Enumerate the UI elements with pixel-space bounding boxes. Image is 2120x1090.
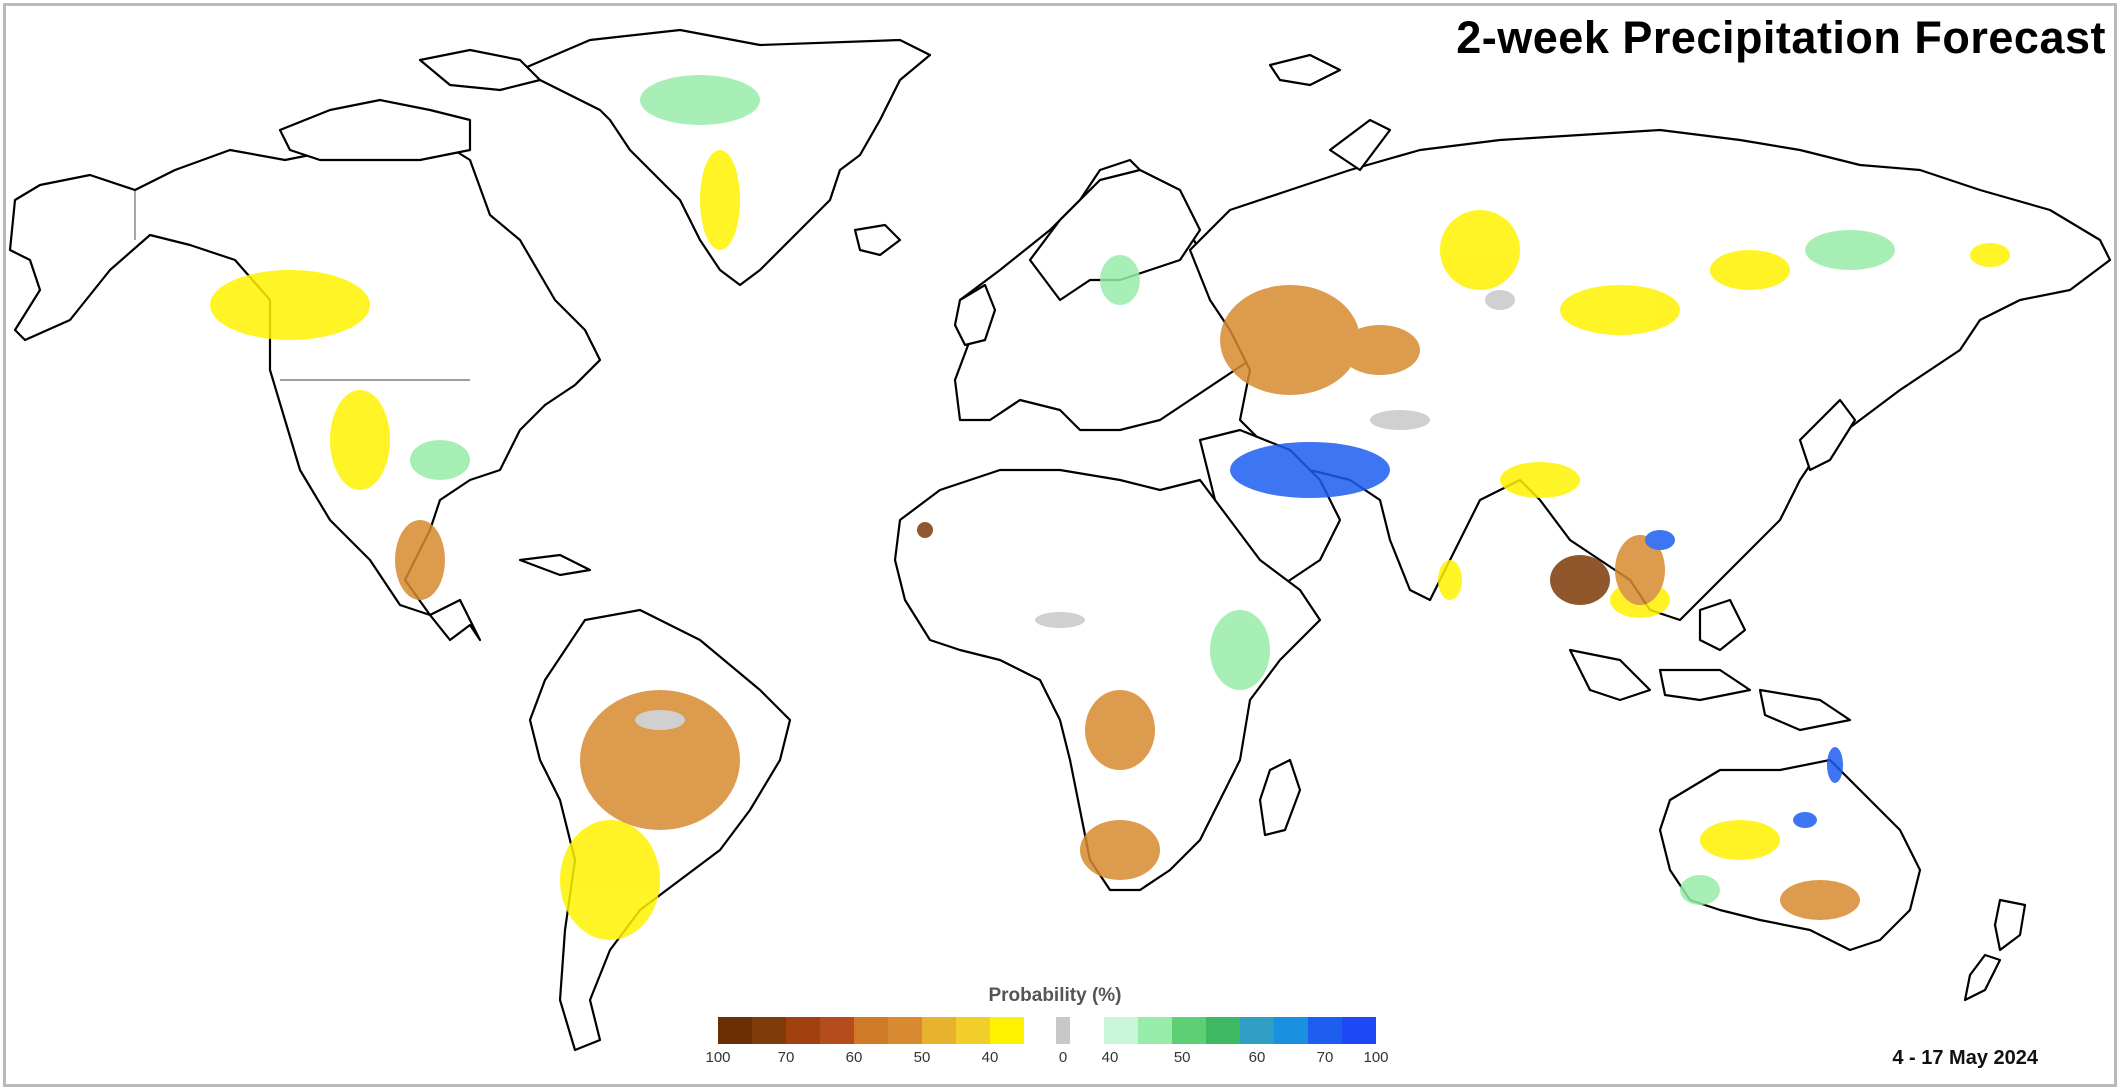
- land-africa: [893, 468, 1322, 892]
- map-title: 2-week Precipitation Forecast: [1456, 12, 2106, 63]
- legend-tick-label: 60: [845, 1049, 863, 1066]
- legend-tick-label: 50: [1173, 1049, 1191, 1066]
- legend-swatch-dry: [956, 1017, 990, 1044]
- land-arctic-islands: [278, 98, 472, 162]
- legend-swatch-wet: [1308, 1017, 1342, 1044]
- legend-tick-label: 100: [1363, 1049, 1389, 1066]
- legend-title: Probability (%): [988, 985, 1122, 1006]
- legend-swatch-wet: [1172, 1017, 1206, 1044]
- legend-swatch-wet: [1240, 1017, 1274, 1044]
- legend-swatch-wet: [1104, 1017, 1138, 1044]
- legend-tick-label: 100: [705, 1049, 731, 1066]
- legend-tick-label: 70: [1316, 1049, 1334, 1066]
- forecast-shading: [210, 75, 2010, 940]
- date-range: 4 - 17 May 2024: [1892, 1047, 2038, 1069]
- legend-tick-label: 40: [981, 1049, 999, 1066]
- legend-tick-label: 70: [777, 1049, 795, 1066]
- land-north-america: [8, 133, 602, 642]
- legend-swatch-wet: [1206, 1017, 1240, 1044]
- legend-swatch-wet: [1138, 1017, 1172, 1044]
- legend-swatch-dry: [922, 1017, 956, 1044]
- legend-swatch-dry: [820, 1017, 854, 1044]
- legend-swatch-dry: [854, 1017, 888, 1044]
- land-australia: [1658, 758, 1922, 952]
- legend-swatch-dry: [786, 1017, 820, 1044]
- legend-swatch-dry: [718, 1017, 752, 1044]
- legend-tick-label: 40: [1101, 1049, 1119, 1066]
- legend-tick-label: 50: [913, 1049, 931, 1066]
- legend-swatch-wet: [1342, 1017, 1376, 1044]
- legend-swatch-dry: [990, 1017, 1024, 1044]
- legend-swatch-neutral: [1056, 1017, 1070, 1044]
- legend-swatch-dry: [752, 1017, 786, 1044]
- legend-swatch-dry: [888, 1017, 922, 1044]
- legend-tick-label: 0: [1058, 1049, 1068, 1066]
- legend-tick-label: 60: [1248, 1049, 1266, 1066]
- legend-swatch-wet: [1274, 1017, 1308, 1044]
- probability-legend: Probability (%) 100 70 60 50 40 0 40 50 60 70 100: [700, 985, 1420, 1066]
